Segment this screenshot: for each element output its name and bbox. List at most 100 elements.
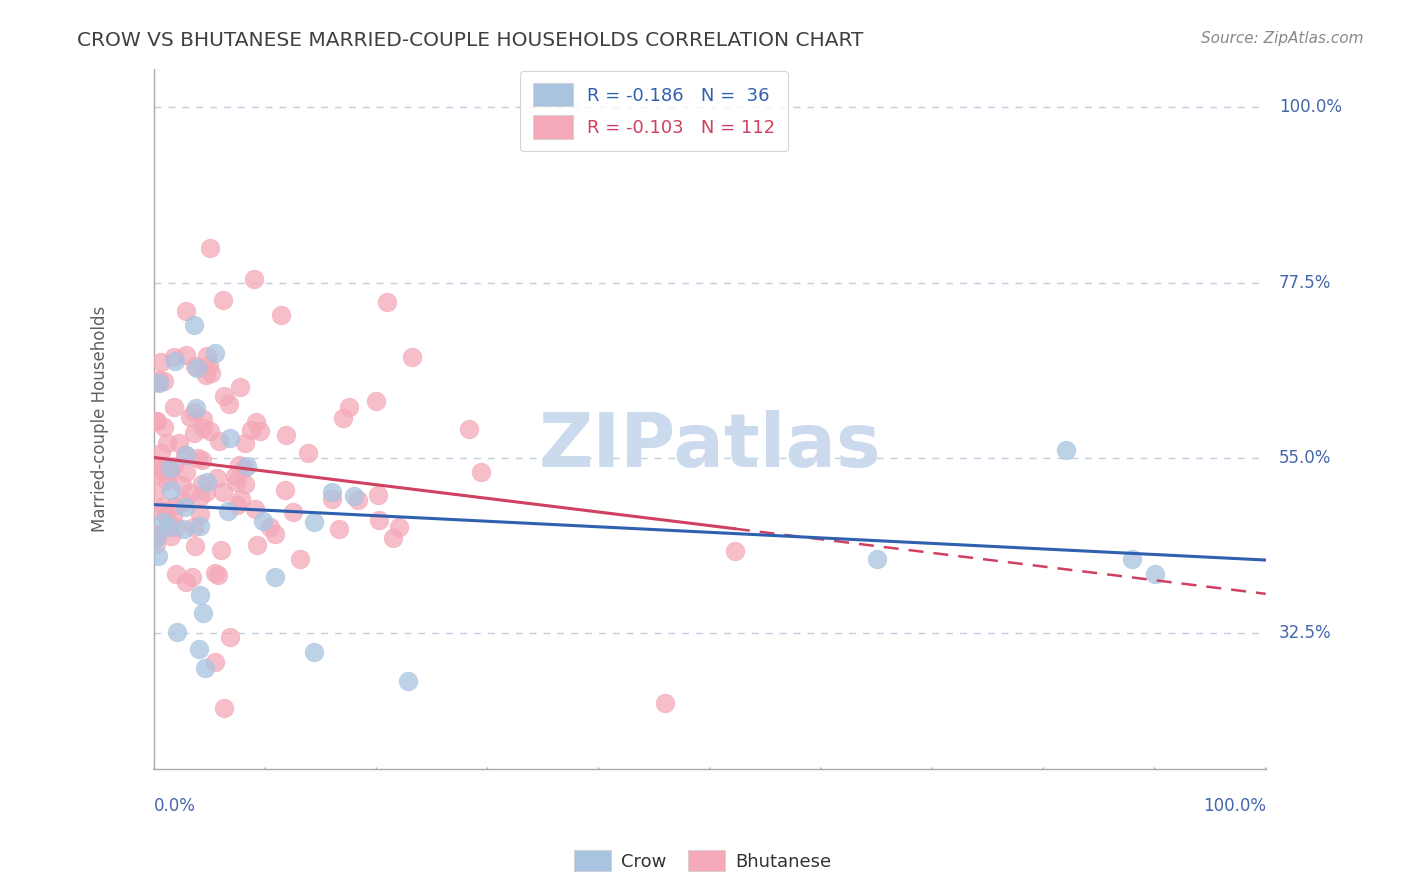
Point xyxy=(193,421,215,435)
Point xyxy=(229,380,252,394)
Point xyxy=(198,424,221,438)
Point xyxy=(200,367,222,381)
Point xyxy=(153,420,176,434)
Point xyxy=(290,551,312,566)
Text: 77.5%: 77.5% xyxy=(1279,274,1331,292)
Point xyxy=(157,520,180,534)
Point xyxy=(252,514,274,528)
Point xyxy=(163,499,186,513)
Point xyxy=(183,405,205,419)
Point xyxy=(153,500,176,514)
Point xyxy=(173,522,195,536)
Point xyxy=(328,522,350,536)
Point xyxy=(382,531,405,545)
Point xyxy=(174,304,197,318)
Point xyxy=(188,508,211,522)
Point xyxy=(165,519,187,533)
Point xyxy=(191,453,214,467)
Point xyxy=(304,644,326,658)
Point xyxy=(160,529,183,543)
Point xyxy=(179,485,201,500)
Point xyxy=(150,504,173,518)
Point xyxy=(163,400,186,414)
Point xyxy=(367,488,389,502)
Point xyxy=(143,413,166,427)
Point xyxy=(233,477,256,491)
Point xyxy=(204,656,226,670)
Point xyxy=(163,354,186,368)
Point xyxy=(197,349,219,363)
Point xyxy=(240,423,263,437)
Point xyxy=(184,401,207,415)
Text: Source: ZipAtlas.com: Source: ZipAtlas.com xyxy=(1201,31,1364,46)
Point xyxy=(207,471,229,485)
Point xyxy=(211,485,233,500)
Point xyxy=(343,489,366,503)
Point xyxy=(163,459,186,474)
Point xyxy=(165,567,187,582)
Point xyxy=(321,484,343,499)
Point xyxy=(228,458,250,473)
Point xyxy=(235,436,257,450)
Point xyxy=(195,485,218,500)
Point xyxy=(145,537,167,551)
Point xyxy=(214,701,236,715)
Point xyxy=(212,389,235,403)
Point xyxy=(148,549,170,563)
Point xyxy=(332,410,354,425)
Point xyxy=(156,467,179,482)
Point xyxy=(188,490,211,504)
Point xyxy=(143,531,166,545)
Text: 32.5%: 32.5% xyxy=(1279,624,1331,642)
Point xyxy=(153,374,176,388)
Point xyxy=(187,450,209,465)
Point xyxy=(297,446,319,460)
Point xyxy=(654,696,676,710)
Point xyxy=(174,448,197,462)
Point xyxy=(224,469,246,483)
Point xyxy=(155,510,177,524)
Point xyxy=(169,435,191,450)
Point xyxy=(204,566,226,580)
Point xyxy=(211,293,233,307)
Point xyxy=(264,527,287,541)
Point xyxy=(249,424,271,438)
Point xyxy=(156,436,179,450)
Text: Married-couple Households: Married-couple Households xyxy=(91,306,110,532)
Point xyxy=(174,575,197,590)
Point xyxy=(217,504,239,518)
Point xyxy=(274,483,297,497)
Point xyxy=(347,493,370,508)
Point xyxy=(174,448,197,462)
Point xyxy=(264,570,287,584)
Point xyxy=(218,431,240,445)
Text: 100.0%: 100.0% xyxy=(1202,797,1265,815)
Point xyxy=(149,355,172,369)
Point xyxy=(184,359,207,373)
Point xyxy=(172,495,194,509)
Point xyxy=(176,348,198,362)
Point xyxy=(368,513,391,527)
Point xyxy=(245,538,267,552)
Point xyxy=(143,527,166,541)
Point xyxy=(183,425,205,440)
Point xyxy=(170,478,193,492)
Text: ZIPatlas: ZIPatlas xyxy=(538,410,882,483)
Point xyxy=(187,642,209,657)
Point xyxy=(145,531,167,545)
Point xyxy=(150,446,173,460)
Legend: R = -0.186   N =  36, R = -0.103   N = 112: R = -0.186 N = 36, R = -0.103 N = 112 xyxy=(520,70,787,152)
Point xyxy=(366,393,388,408)
Point xyxy=(143,484,166,499)
Point xyxy=(159,463,181,477)
Point xyxy=(198,241,221,255)
Point xyxy=(160,483,183,498)
Point xyxy=(270,309,292,323)
Point xyxy=(146,527,169,541)
Point xyxy=(155,473,177,487)
Point xyxy=(865,552,887,566)
Point xyxy=(233,461,256,475)
Legend: Crow, Bhutanese: Crow, Bhutanese xyxy=(567,843,839,879)
Point xyxy=(207,567,229,582)
Point xyxy=(148,373,170,387)
